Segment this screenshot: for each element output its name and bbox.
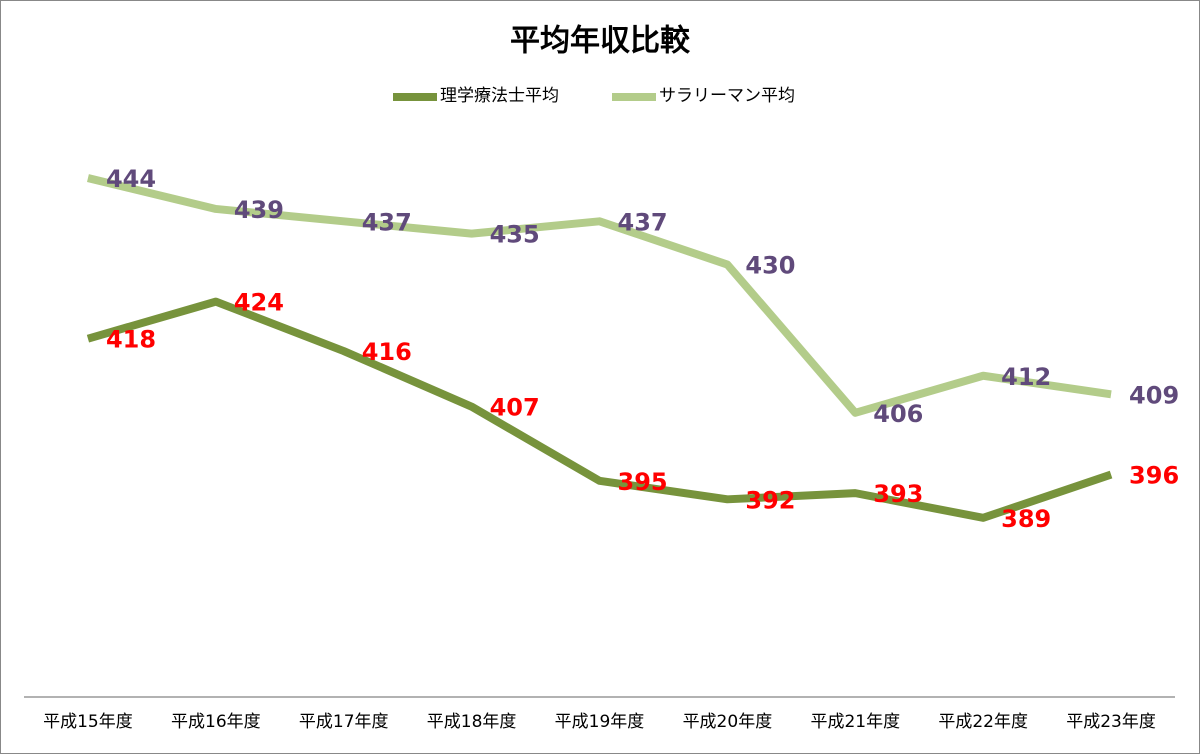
- value-label: 437: [618, 208, 668, 236]
- value-label: 444: [106, 165, 156, 193]
- value-label: 435: [490, 221, 540, 249]
- value-label: 412: [1001, 363, 1051, 391]
- value-label: 396: [1129, 462, 1179, 490]
- x-tick-label: 平成22年度: [938, 712, 1028, 732]
- value-label: 418: [106, 326, 156, 354]
- x-tick-label: 平成21年度: [810, 712, 900, 732]
- value-label: 395: [618, 468, 668, 496]
- value-label: 406: [873, 400, 923, 428]
- legend-label: サラリーマン平均: [659, 86, 795, 106]
- x-tick-label: 平成17年度: [299, 712, 389, 732]
- x-tick-label: 平成15年度: [43, 712, 133, 732]
- value-label: 393: [873, 480, 923, 508]
- x-tick-label: 平成16年度: [171, 712, 261, 732]
- value-label: 437: [362, 208, 412, 236]
- legend-label: 理学療法士平均: [440, 86, 559, 106]
- series-line: [86, 297, 1113, 522]
- value-label: 430: [745, 252, 795, 280]
- value-label: 416: [362, 338, 412, 366]
- chart-title: 平均年収比較: [510, 24, 691, 59]
- value-label: 407: [490, 394, 540, 422]
- value-label: 409: [1129, 381, 1179, 409]
- x-tick-label: 平成18年度: [427, 712, 517, 732]
- x-tick-label: 平成19年度: [555, 712, 645, 732]
- x-tick-label: 平成23年度: [1066, 712, 1156, 732]
- x-tick-label: 平成20年度: [683, 712, 773, 732]
- value-label: 424: [234, 289, 284, 317]
- series-line: [87, 174, 1112, 417]
- value-label: 392: [745, 486, 795, 514]
- value-label: 439: [234, 196, 284, 224]
- value-label: 389: [1001, 505, 1051, 533]
